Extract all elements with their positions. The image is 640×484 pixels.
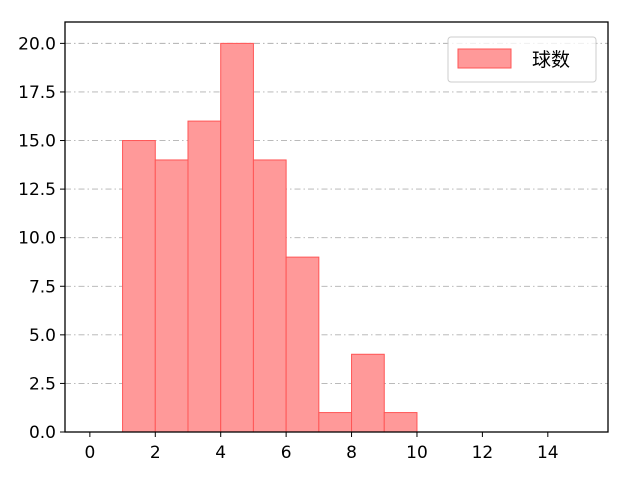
plot-frame xyxy=(64,21,609,433)
y-tick-label: 12.5 xyxy=(18,180,56,200)
x-axis: 0 2 4 6 8 10 12 14 xyxy=(84,432,559,463)
legend: 球数 xyxy=(447,36,597,83)
x-tick-label: 0 xyxy=(84,443,95,463)
x-tick-label: 4 xyxy=(215,443,226,463)
x-tick-label: 6 xyxy=(281,443,292,463)
y-tick-label: 0.0 xyxy=(29,423,56,443)
x-tick-label: 14 xyxy=(537,443,559,463)
y-tick-label: 20.0 xyxy=(18,34,56,54)
x-tick-label: 12 xyxy=(472,443,494,463)
histogram-bar xyxy=(252,159,287,433)
histogram-bar xyxy=(383,412,418,433)
y-tick-label: 17.5 xyxy=(18,83,56,103)
histogram-bar xyxy=(285,256,320,433)
legend-label: 球数 xyxy=(532,49,570,71)
y-tick-label: 15.0 xyxy=(18,132,56,152)
y-tick-label: 2.5 xyxy=(29,374,56,394)
x-tick-label: 10 xyxy=(406,443,428,463)
y-tick-label: 7.5 xyxy=(29,277,56,297)
y-tick-label: 10.0 xyxy=(18,229,56,249)
x-tick-label: 8 xyxy=(346,443,357,463)
histogram-bar xyxy=(318,412,353,433)
y-tick-label: 5.0 xyxy=(29,326,56,346)
y-axis: 0.0 2.5 5.0 7.5 10.0 12.5 15.0 17.5 20.0 xyxy=(18,34,65,443)
x-tick-label: 2 xyxy=(150,443,161,463)
histogram-bar xyxy=(187,120,222,433)
histogram-bar xyxy=(122,140,156,433)
legend-box xyxy=(447,36,597,83)
histogram-bar xyxy=(220,42,254,433)
histogram-bar xyxy=(154,159,189,433)
bars xyxy=(122,42,418,433)
histogram-bar xyxy=(351,353,385,433)
legend-swatch xyxy=(457,48,512,69)
